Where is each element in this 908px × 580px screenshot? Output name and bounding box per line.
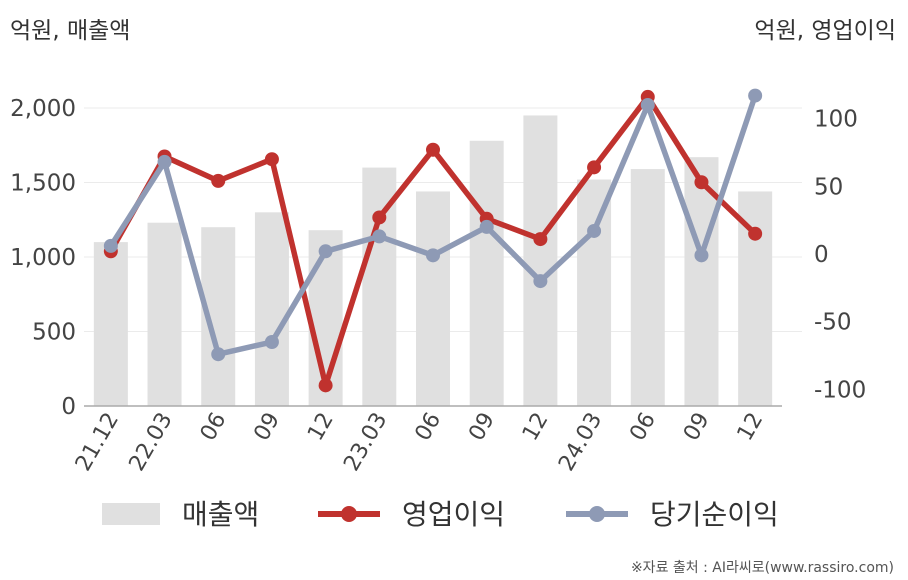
net-income-point — [640, 98, 655, 113]
net-income-point — [264, 335, 279, 350]
operating-profit-point — [694, 175, 709, 190]
source-text: ※자료 출처 : AI라씨로(www.rassiro.com) — [631, 560, 894, 576]
operating-profit-point — [533, 232, 548, 247]
x-tick-label: 24.03 — [554, 409, 607, 476]
bar-series — [93, 115, 773, 406]
right-axis-unit: 억원, 영업이익 — [754, 18, 896, 44]
x-tick-label: 23.03 — [339, 409, 392, 476]
bar — [684, 157, 719, 406]
operating-profit-point — [264, 152, 279, 167]
x-tick-label: 06 — [196, 409, 232, 446]
net-income-point — [372, 229, 387, 244]
x-tick-label: 09 — [249, 409, 285, 446]
operating-profit-point — [211, 173, 226, 188]
net-income-point — [479, 219, 494, 234]
net-income-point — [103, 238, 118, 253]
net-income-point — [694, 248, 709, 263]
net-income-point — [426, 248, 440, 263]
operating-profit-point — [587, 160, 602, 175]
legend-label-operating-profit: 영업이익 — [402, 498, 505, 531]
operating-profit-point — [318, 378, 333, 393]
x-tick-label: 12 — [303, 409, 339, 446]
legend-label-revenue: 매출액 — [182, 498, 259, 531]
net-income-point — [318, 244, 333, 259]
bar — [147, 222, 182, 406]
x-tick-label: 09 — [679, 409, 715, 446]
legend-swatch-revenue — [102, 503, 160, 525]
legend-label-net-income: 당기순이익 — [650, 498, 779, 531]
operating-profit-point — [426, 142, 440, 157]
x-tick-label: 21.12 — [71, 409, 124, 476]
x-tick-label: 12 — [733, 409, 769, 446]
bar — [577, 179, 612, 406]
left-tick-label: 1,000 — [10, 245, 76, 271]
x-axis-ticks: 21.12 22.03 06 09 12 23.03 06 09 12 24.03 06 09 12 — [71, 409, 768, 476]
bar — [469, 140, 504, 406]
legend: 매출액 영업이익 당기순이익 — [102, 498, 779, 531]
right-tick-label: 100 — [814, 107, 858, 133]
left-tick-label: 0 — [61, 394, 76, 420]
right-tick-label: 0 — [814, 242, 829, 268]
x-tick-label: 12 — [518, 409, 554, 446]
bar — [93, 242, 128, 406]
left-axis-ticks: 2,000 1,500 1,000 500 0 — [10, 96, 76, 420]
x-tick-label: 06 — [411, 409, 447, 446]
bar — [523, 115, 558, 406]
bar — [630, 169, 665, 406]
left-tick-label: 2,000 — [10, 96, 76, 122]
legend-marker-net-income — [589, 506, 605, 522]
net-income-point — [533, 274, 548, 289]
net-income-point — [748, 88, 763, 103]
net-income-point — [211, 347, 226, 362]
line-series — [103, 88, 763, 393]
left-tick-label: 1,500 — [10, 171, 76, 197]
operating-profit-point — [372, 210, 387, 225]
x-tick-label: 09 — [464, 409, 500, 446]
x-tick-label: 22.03 — [125, 409, 178, 476]
net-income-point — [157, 154, 172, 169]
right-axis-ticks: 100 50 0 -50 -100 — [814, 107, 866, 404]
right-tick-label: -100 — [814, 377, 866, 403]
bar — [416, 191, 450, 406]
right-tick-label: 50 — [814, 174, 843, 200]
legend-marker-operating-profit — [341, 506, 357, 522]
operating-profit-point — [748, 226, 763, 241]
right-tick-label: -50 — [814, 310, 852, 336]
left-axis-unit: 억원, 매출액 — [10, 18, 130, 44]
bar — [254, 212, 289, 406]
left-tick-label: 500 — [32, 320, 76, 346]
x-tick-label: 06 — [625, 409, 661, 446]
net-income-point — [587, 223, 602, 238]
